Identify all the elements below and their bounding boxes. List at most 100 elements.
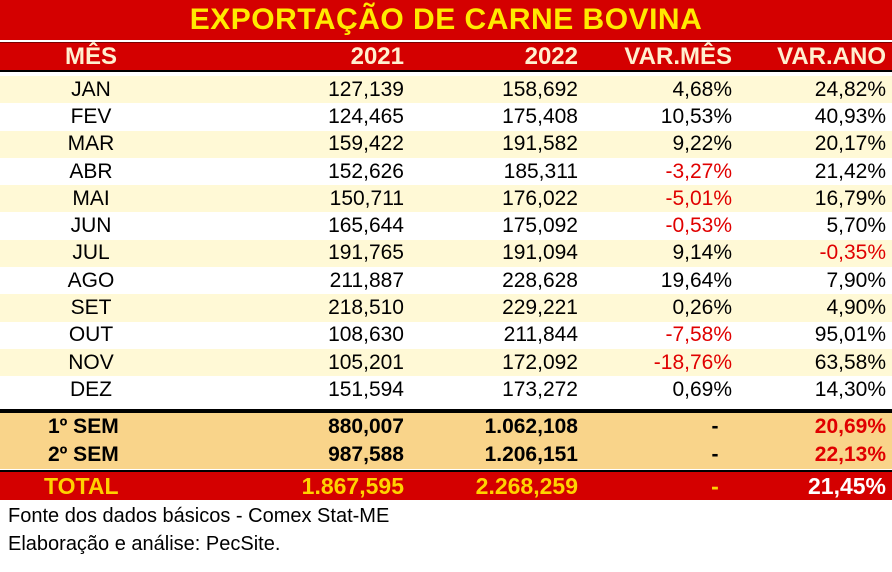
table-row: NOV 105,201 172,092 -18,76% 63,58% bbox=[0, 348, 892, 377]
total-var-mes: - bbox=[711, 472, 719, 499]
total-var-ano: 21,45% bbox=[807, 472, 886, 499]
table-row: MAR 159,422 191,582 9,22% 20,17% bbox=[0, 130, 892, 158]
cell-month: NOV bbox=[68, 350, 114, 374]
cell-month: MAI bbox=[72, 186, 110, 210]
cell-2022: 176,022 bbox=[502, 186, 578, 210]
cell-var-mes: -18,76% bbox=[653, 350, 732, 374]
cell-var-mes: 4,68% bbox=[672, 77, 732, 101]
cell-var-ano: 5,70% bbox=[826, 214, 886, 238]
cell-var-ano: 40,93% bbox=[814, 104, 886, 128]
summary-var-ano: 22,13% bbox=[814, 443, 886, 466]
cell-2022: 229,221 bbox=[502, 296, 578, 320]
cell-var-ano: 24,82% bbox=[814, 77, 886, 101]
header-mes: MÊS bbox=[64, 42, 117, 70]
cell-month: OUT bbox=[68, 323, 114, 347]
source-note: Fonte dos dados básicos - Comex Stat-ME bbox=[8, 505, 390, 527]
table-row: JAN 127,139 158,692 4,68% 24,82% bbox=[0, 76, 892, 104]
cell-var-mes: -0,53% bbox=[665, 214, 732, 238]
cell-month: JUN bbox=[70, 214, 112, 238]
cell-2022: 173,272 bbox=[502, 377, 578, 401]
cell-month: JAN bbox=[71, 77, 111, 101]
cell-2022: 172,092 bbox=[502, 350, 578, 374]
cell-var-mes: 0,69% bbox=[672, 377, 732, 401]
table-row: MAI 150,711 176,022 -5,01% 16,79% bbox=[0, 185, 892, 213]
cell-2021: 159,422 bbox=[328, 132, 404, 156]
summary-label: 2º SEM bbox=[48, 443, 119, 466]
header-2021: 2021 bbox=[350, 42, 404, 70]
cell-2021: 124,465 bbox=[328, 104, 404, 128]
cell-2021: 165,644 bbox=[328, 214, 404, 238]
table-row: DEZ 151,594 173,272 0,69% 14,30% bbox=[0, 376, 892, 404]
total-2022: 2.268,259 bbox=[475, 472, 578, 499]
cell-2021: 127,139 bbox=[328, 77, 404, 101]
table-row: AGO 211,887 228,628 19,64% 7,90% bbox=[0, 267, 892, 295]
cell-2022: 158,692 bbox=[502, 77, 578, 101]
cell-2021: 191,765 bbox=[328, 241, 404, 265]
cell-month: ABR bbox=[69, 159, 113, 183]
cell-month: AGO bbox=[67, 268, 115, 292]
summary-var-ano: 20,69% bbox=[814, 415, 886, 438]
cell-var-ano: 4,90% bbox=[826, 296, 886, 320]
table-row: FEV 124,465 175,408 10,53% 40,93% bbox=[0, 103, 892, 131]
cell-month: MAR bbox=[67, 132, 115, 156]
cell-var-ano: 95,01% bbox=[814, 323, 886, 347]
separator-line bbox=[0, 409, 892, 413]
summary-row-2: 2º SEM 987,588 1.206,151 - 22,13% bbox=[0, 441, 892, 469]
total-2021: 1.867,595 bbox=[301, 472, 404, 499]
cell-month: SET bbox=[70, 296, 112, 320]
cell-2022: 228,628 bbox=[502, 268, 578, 292]
cell-2021: 150,711 bbox=[329, 186, 404, 210]
month-rows: JAN 127,139 158,692 4,68% 24,82% FEV 124,465 17… bbox=[0, 76, 892, 404]
header-2022: 2022 bbox=[524, 42, 578, 70]
summary-2022: 1.062,108 bbox=[484, 415, 578, 438]
cell-2022: 175,408 bbox=[502, 104, 578, 128]
cell-2022: 191,582 bbox=[502, 132, 578, 156]
cell-2021: 105,201 bbox=[328, 350, 404, 374]
cell-2022: 185,311 bbox=[503, 159, 578, 183]
cell-var-mes: -5,01% bbox=[665, 186, 732, 210]
summary-2022: 1.206,151 bbox=[484, 443, 578, 466]
cell-month: JUL bbox=[72, 241, 110, 265]
table-row: JUL 191,765 191,094 9,14% -0,35% bbox=[0, 239, 892, 268]
cell-var-mes: 9,22% bbox=[672, 132, 732, 156]
cell-2022: 191,094 bbox=[502, 241, 578, 265]
table-row: OUT 108,630 211,844 -7,58% 95,01% bbox=[0, 321, 892, 349]
cell-var-mes: 0,26% bbox=[672, 296, 732, 320]
cell-2022: 211,844 bbox=[503, 323, 578, 347]
cell-var-mes: 9,14% bbox=[672, 241, 732, 265]
cell-var-ano: 7,90% bbox=[826, 268, 886, 292]
cell-var-ano: 16,79% bbox=[814, 186, 886, 210]
summary-row-1: 1º SEM 880,007 1.062,108 - 20,69% bbox=[0, 413, 892, 441]
cell-2021: 151,594 bbox=[328, 377, 404, 401]
cell-var-mes: 19,64% bbox=[660, 268, 732, 292]
table-title: EXPORTAÇÃO DE CARNE BOVINA bbox=[0, 0, 892, 40]
summary-2021: 987,588 bbox=[328, 443, 404, 466]
cell-var-mes: -3,27% bbox=[665, 159, 732, 183]
cell-var-mes: -7,58% bbox=[665, 323, 732, 347]
table-header: MÊS 2021 2022 VAR.MÊS VAR.ANO bbox=[0, 42, 892, 72]
header-var-ano: VAR.ANO bbox=[777, 42, 886, 70]
cell-month: FEV bbox=[70, 104, 112, 128]
total-row: TOTAL 1.867,595 2.268,259 - 21,45% bbox=[0, 470, 892, 500]
table-row: JUN 165,644 175,092 -0,53% 5,70% bbox=[0, 212, 892, 240]
cell-var-ano: 63,58% bbox=[814, 350, 886, 374]
credit-note: Elaboração e análise: PecSite. bbox=[8, 533, 281, 555]
cell-var-ano: 21,42% bbox=[814, 159, 886, 183]
summary-label: 1º SEM bbox=[48, 415, 119, 438]
cell-month: DEZ bbox=[70, 377, 112, 401]
cell-2021: 218,510 bbox=[328, 296, 404, 320]
cell-2021: 108,630 bbox=[328, 323, 404, 347]
header-var-mes: VAR.MÊS bbox=[624, 42, 732, 70]
cell-2021: 211,887 bbox=[329, 268, 404, 292]
cell-2021: 152,626 bbox=[328, 159, 404, 183]
cell-var-ano: -0,35% bbox=[819, 241, 886, 265]
cell-2022: 175,092 bbox=[502, 214, 578, 238]
cell-var-ano: 20,17% bbox=[814, 132, 886, 156]
summary-var-mes: - bbox=[711, 443, 719, 466]
total-label: TOTAL bbox=[44, 472, 119, 499]
summary-var-mes: - bbox=[711, 415, 719, 438]
cell-var-ano: 14,30% bbox=[814, 377, 886, 401]
table-row: ABR 152,626 185,311 -3,27% 21,42% bbox=[0, 157, 892, 186]
cell-var-mes: 10,53% bbox=[660, 104, 732, 128]
table-row: SET 218,510 229,221 0,26% 4,90% bbox=[0, 294, 892, 322]
